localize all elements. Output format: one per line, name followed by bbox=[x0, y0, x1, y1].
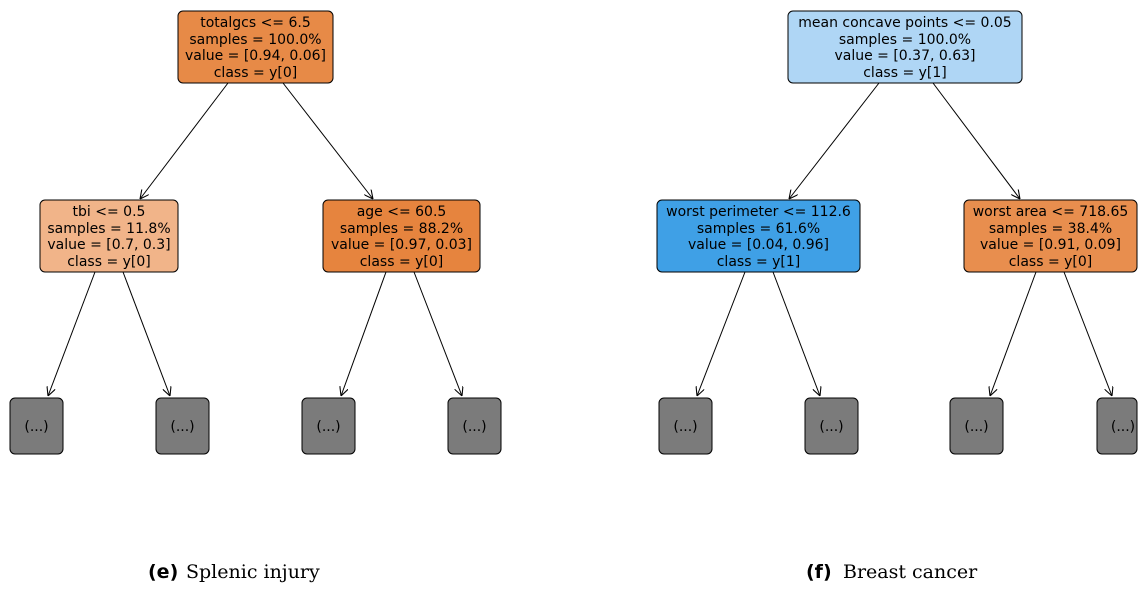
edge-f-root-left bbox=[789, 82, 880, 199]
node-box bbox=[1096, 397, 1138, 455]
caption-text: Breast cancer bbox=[843, 561, 978, 583]
edge-f-right-leaf3 bbox=[990, 271, 1037, 396]
node-box bbox=[787, 10, 1023, 84]
node-e-leaf-4: (...) bbox=[447, 397, 502, 455]
node-e-leaf-3: (...) bbox=[301, 397, 356, 455]
node-e-leaf-1: (...) bbox=[9, 397, 64, 455]
node-line-3: value = [0.94, 0.06] bbox=[185, 48, 326, 64]
node-line-4: class = y[0] bbox=[67, 254, 151, 270]
node-line-1: (...) bbox=[170, 419, 194, 435]
node-line-1: worst area <= 718.65 bbox=[973, 204, 1129, 220]
node-line-1: mean concave points <= 0.05 bbox=[798, 15, 1011, 31]
node-line-2: samples = 61.6% bbox=[697, 221, 820, 237]
node-e-left: tbi <= 0.5 samples = 11.8% value = [0.7,… bbox=[39, 199, 179, 273]
node-box bbox=[39, 199, 179, 273]
node-line-3: value = [0.04, 0.96] bbox=[688, 237, 829, 253]
caption-text: Splenic injury bbox=[186, 561, 320, 583]
tree-e-edges bbox=[48, 82, 462, 396]
node-f-leaf-1: (...) bbox=[658, 397, 713, 455]
edge-e-right-leaf4 bbox=[413, 271, 462, 396]
tree-f-edges bbox=[697, 82, 1112, 396]
edge-f-right-leaf4 bbox=[1063, 271, 1112, 396]
node-line-4: class = y[0] bbox=[214, 65, 298, 81]
node-line-1: (...) bbox=[316, 419, 340, 435]
node-line-1: age <= 60.5 bbox=[357, 204, 447, 220]
node-line-4: class = y[1] bbox=[717, 254, 801, 270]
node-line-4: class = y[0] bbox=[1009, 254, 1093, 270]
node-box bbox=[9, 397, 64, 455]
node-e-right: age <= 60.5 samples = 88.2% value = [0.9… bbox=[322, 199, 481, 273]
node-line-1: (...) bbox=[462, 419, 486, 435]
node-f-left: worst perimeter <= 112.6 samples = 61.6%… bbox=[656, 199, 861, 273]
edge-f-left-leaf2 bbox=[772, 271, 820, 396]
node-box bbox=[949, 397, 1004, 455]
node-line-2: samples = 38.4% bbox=[989, 221, 1112, 237]
node-line-4: class = y[0] bbox=[360, 254, 444, 270]
node-e-leaf-2: (...) bbox=[155, 397, 210, 455]
node-box bbox=[155, 397, 210, 455]
edge-e-root-right bbox=[282, 82, 373, 199]
node-e-root: totalgcs <= 6.5 samples = 100.0% value =… bbox=[177, 10, 334, 84]
edge-f-root-right bbox=[932, 82, 1020, 199]
node-line-2: samples = 100.0% bbox=[189, 32, 321, 48]
tree-f-nodes: mean concave points <= 0.05 samples = 10… bbox=[656, 10, 1138, 455]
node-f-leaf-2: (...) bbox=[804, 397, 859, 455]
node-line-3: value = [0.37, 0.63] bbox=[834, 48, 975, 64]
node-line-4: class = y[1] bbox=[863, 65, 947, 81]
node-line-1: worst perimeter <= 112.6 bbox=[666, 204, 851, 220]
node-line-1: (...) bbox=[819, 419, 843, 435]
node-line-3: value = [0.91, 0.09] bbox=[980, 237, 1121, 253]
node-line-2: samples = 100.0% bbox=[839, 32, 971, 48]
node-line-1: totalgcs <= 6.5 bbox=[200, 15, 311, 31]
node-f-leaf-4: (...) bbox=[1096, 397, 1138, 455]
node-box bbox=[804, 397, 859, 455]
node-box bbox=[177, 10, 334, 84]
node-f-root: mean concave points <= 0.05 samples = 10… bbox=[787, 10, 1023, 84]
node-line-1: (...) bbox=[1111, 419, 1135, 435]
tree-e-nodes: totalgcs <= 6.5 samples = 100.0% value =… bbox=[9, 10, 502, 455]
node-line-1: (...) bbox=[964, 419, 988, 435]
node-f-right: worst area <= 718.65 samples = 38.4% val… bbox=[963, 199, 1138, 273]
caption-e: (e) Splenic injury bbox=[148, 561, 320, 583]
node-box bbox=[963, 199, 1138, 273]
node-line-3: value = [0.97, 0.03] bbox=[331, 237, 472, 253]
node-f-leaf-3: (...) bbox=[949, 397, 1004, 455]
caption-f: (f) Breast cancer bbox=[806, 561, 978, 583]
node-line-1: (...) bbox=[673, 419, 697, 435]
node-line-1: (...) bbox=[24, 419, 48, 435]
caption-label: (f) bbox=[806, 561, 832, 583]
node-box bbox=[322, 199, 481, 273]
edge-e-root-left bbox=[140, 82, 229, 199]
node-box bbox=[656, 199, 861, 273]
edge-e-right-leaf3 bbox=[341, 271, 387, 396]
caption-label: (e) bbox=[148, 561, 178, 583]
node-line-1: tbi <= 0.5 bbox=[73, 204, 146, 220]
edge-e-left-leaf1 bbox=[48, 271, 96, 396]
node-box bbox=[301, 397, 356, 455]
node-line-3: value = [0.7, 0.3] bbox=[47, 237, 170, 253]
node-line-2: samples = 88.2% bbox=[340, 221, 463, 237]
edge-e-left-leaf2 bbox=[122, 271, 170, 396]
node-line-2: samples = 11.8% bbox=[47, 221, 170, 237]
node-box bbox=[447, 397, 502, 455]
edge-f-left-leaf1 bbox=[697, 271, 746, 396]
node-box bbox=[658, 397, 713, 455]
